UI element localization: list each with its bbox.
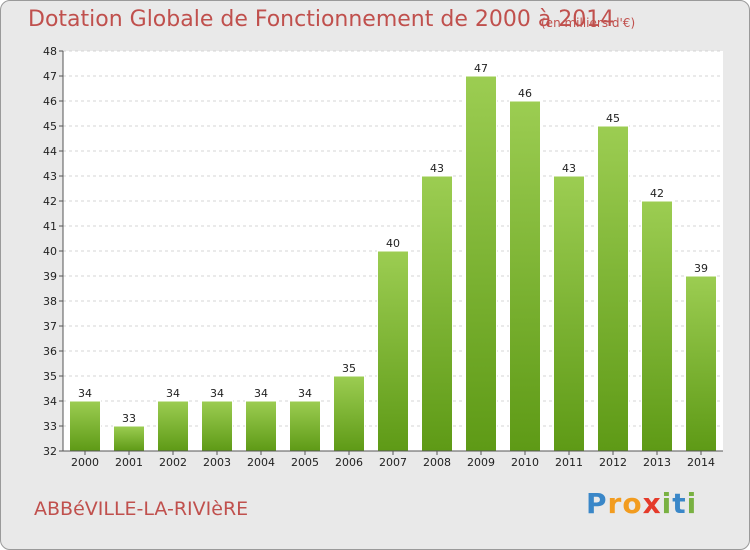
data-label-2006: 35 [342, 362, 356, 375]
bar-2004 [245, 400, 277, 452]
x-tick-label-2010: 2010 [511, 456, 539, 469]
y-tick-label: 37 [43, 320, 57, 333]
y-tick-label: 44 [43, 145, 57, 158]
y-tick-label: 43 [43, 170, 57, 183]
logo-letter: r [607, 487, 623, 520]
data-label-2005: 34 [298, 387, 312, 400]
logo-letter: t [672, 487, 687, 520]
y-tick-label: 38 [43, 295, 57, 308]
data-label-2007: 40 [386, 237, 400, 250]
x-tick-label-2003: 2003 [203, 456, 231, 469]
bar-2010 [509, 100, 541, 452]
data-label-2010: 46 [518, 87, 532, 100]
bar-2003 [201, 400, 233, 452]
bar-2008 [421, 175, 453, 452]
data-label-2011: 43 [562, 162, 576, 175]
logo-letter: i [661, 487, 673, 520]
data-label-2001: 33 [122, 412, 136, 425]
proxiti-logo: Proxiti [586, 487, 697, 520]
y-tick-label: 48 [43, 45, 57, 58]
bar-2001 [113, 425, 145, 452]
y-tick-label: 47 [43, 70, 57, 83]
y-tick-label: 39 [43, 270, 57, 283]
y-tick-label: 36 [43, 345, 57, 358]
y-tick-label: 40 [43, 245, 57, 258]
x-tick-label-2008: 2008 [423, 456, 451, 469]
y-tick-label: 46 [43, 95, 57, 108]
logo-letter: P [586, 487, 608, 520]
y-tick-label: 34 [43, 395, 57, 408]
x-tick-label-2012: 2012 [599, 456, 627, 469]
x-tick-label-2000: 2000 [71, 456, 99, 469]
data-label-2008: 43 [430, 162, 444, 175]
logo-letter: i [686, 487, 698, 520]
data-label-2014: 39 [694, 262, 708, 275]
bar-2009 [465, 75, 497, 452]
x-tick-label-2004: 2004 [247, 456, 275, 469]
data-label-2013: 42 [650, 187, 664, 200]
y-tick-label: 33 [43, 420, 57, 433]
data-label-2003: 34 [210, 387, 224, 400]
bar-2012 [597, 125, 629, 452]
x-tick-label-2013: 2013 [643, 456, 671, 469]
y-tick-label: 45 [43, 120, 57, 133]
x-tick-label-2014: 2014 [687, 456, 715, 469]
data-label-2002: 34 [166, 387, 180, 400]
bar-2014 [685, 275, 717, 452]
y-tick-label: 35 [43, 370, 57, 383]
bar-2013 [641, 200, 673, 452]
data-label-2009: 47 [474, 62, 488, 75]
bar-2000 [69, 400, 101, 452]
x-tick-label-2005: 2005 [291, 456, 319, 469]
y-tick-label: 32 [43, 445, 57, 458]
chart-title: Dotation Globale de Fonctionnement de 20… [28, 7, 615, 32]
commune-name: ABBéVILLE-LA-RIVIèRE [34, 498, 249, 520]
data-label-2004: 34 [254, 387, 268, 400]
logo-letter: o [622, 487, 643, 520]
x-tick-label-2001: 2001 [115, 456, 143, 469]
x-tick-label-2002: 2002 [159, 456, 187, 469]
bar-2002 [157, 400, 189, 452]
logo-letter: x [642, 487, 662, 520]
bar-2011 [553, 175, 585, 452]
x-tick-label-2009: 2009 [467, 456, 495, 469]
bar-2005 [289, 400, 321, 452]
x-tick-label-2011: 2011 [555, 456, 583, 469]
data-label-2000: 34 [78, 387, 92, 400]
data-label-2012: 45 [606, 112, 620, 125]
x-tick-label-2007: 2007 [379, 456, 407, 469]
y-tick-label: 41 [43, 220, 57, 233]
x-tick-label-2006: 2006 [335, 456, 363, 469]
bar-2006 [333, 375, 365, 452]
bar-2007 [377, 250, 409, 452]
chart-subtitle: (en milliers d'€) [541, 16, 636, 30]
y-tick-label: 42 [43, 195, 57, 208]
